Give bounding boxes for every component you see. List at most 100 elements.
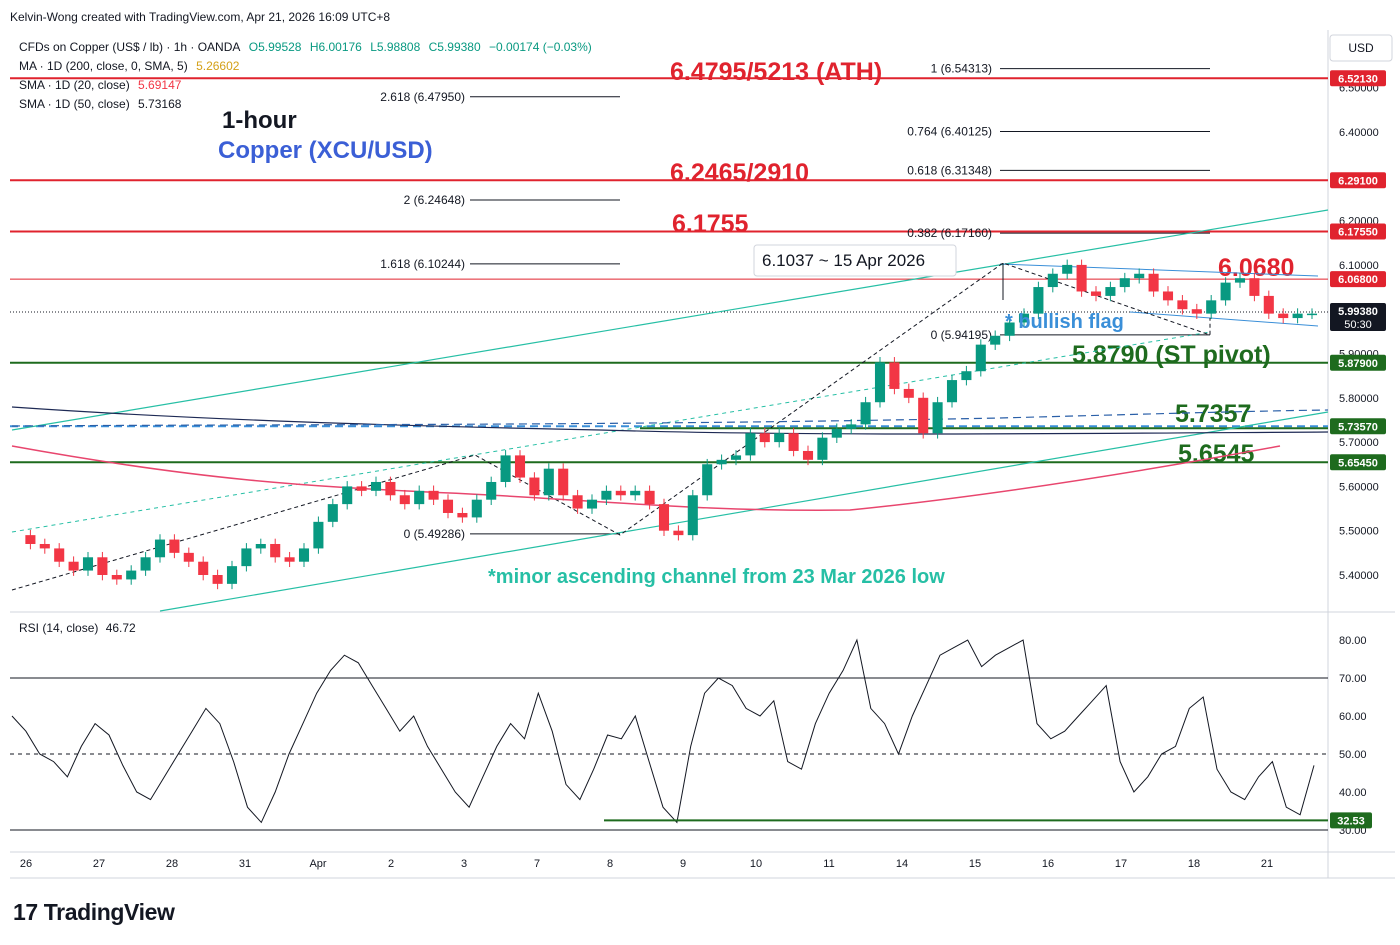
candle-body [327, 504, 338, 522]
countdown-tag: 50:30 [1344, 319, 1372, 331]
callout-box [753, 244, 957, 277]
candle-body [82, 557, 94, 571]
rsi-label: RSI (14, close) [19, 621, 99, 635]
flag-upper-line [999, 263, 1319, 277]
fib-label: 0 (5.49286) [404, 527, 465, 541]
candle-body [140, 557, 151, 571]
price-level-label: 5.7357 [1175, 400, 1251, 428]
fib-label: 2 (6.24648) [404, 193, 465, 207]
tradingview-mark-icon: 17 [13, 899, 38, 925]
candle-body [1004, 322, 1015, 336]
candle-body [687, 495, 698, 536]
candle-body [54, 548, 65, 562]
candle-body [860, 402, 871, 425]
legend-sma50-value: 5.73168 [138, 97, 182, 111]
candle-body [111, 575, 122, 580]
fib-label: 0.382 (6.17160) [907, 226, 992, 240]
price-level-label: 6.1755 [672, 210, 749, 238]
price-tag-bg [1330, 223, 1386, 240]
fib-label: 0.618 (6.31348) [907, 163, 992, 177]
candle-body [889, 362, 900, 389]
candle-body [25, 535, 36, 544]
price-tag-text: 5.73570 [1338, 421, 1378, 433]
price-tag-text: 5.65450 [1338, 457, 1378, 469]
candle-body [903, 388, 914, 398]
candle-body [788, 433, 799, 451]
candle-body [1206, 300, 1217, 314]
candle-body [774, 433, 785, 443]
legend-sma50-row[interactable]: SMA · 1D (50, close) 5.73168 [19, 95, 597, 114]
price-tick-label: 5.40000 [1339, 570, 1379, 582]
time-tick-label: 17 [1115, 858, 1127, 870]
candle-body [1220, 282, 1231, 301]
time-tick-label: 31 [239, 858, 251, 870]
candle-body [457, 512, 468, 518]
price-level-label: 5.8790 (ST pivot) [1072, 341, 1271, 369]
time-tick-label: 8 [607, 858, 613, 870]
candle-body [601, 490, 612, 500]
candle-body [1191, 309, 1202, 314]
candle-body [918, 397, 929, 434]
candle-body [874, 362, 886, 403]
candle-body [745, 433, 756, 456]
candle-body [644, 490, 655, 505]
price-tag-text: 6.52130 [1338, 73, 1378, 85]
candle-body [558, 468, 569, 496]
candle-body [471, 499, 482, 518]
tradingview-brand: TradingView [43, 899, 175, 925]
price-tag-text: 6.17550 [1338, 226, 1378, 238]
candle-body [1292, 313, 1303, 319]
candle-body [759, 433, 770, 443]
candle-body [702, 464, 713, 496]
time-tick-label: 10 [750, 858, 762, 870]
candle-body [183, 552, 194, 562]
time-tick-label: 21 [1261, 858, 1273, 870]
price-tag-text: 5.87900 [1338, 358, 1378, 370]
candle-body [428, 490, 439, 500]
fib-label: 0.764 (6.40125) [907, 124, 992, 138]
legend-sma20-row[interactable]: SMA · 1D (20, close) 5.69147 [19, 76, 597, 95]
time-tick-label: Apr [309, 858, 326, 870]
candle-body [1162, 291, 1174, 301]
candle-body [370, 481, 382, 491]
candle-body [97, 557, 108, 575]
legend-ma-row[interactable]: MA · 1D (200, close, 0, SMA, 5) 5.26602 [19, 57, 597, 76]
time-tick-label: 9 [680, 858, 686, 870]
candle-series [25, 259, 1318, 590]
rsi-legend[interactable]: RSI (14, close) 46.72 [19, 621, 136, 635]
candle-body [226, 566, 238, 584]
candle-body [630, 490, 641, 496]
price-tag-text: 6.29100 [1338, 175, 1378, 187]
candle-body [356, 486, 367, 491]
channel-note-label: *minor ascending channel from 23 Mar 202… [488, 566, 945, 588]
candle-body [1033, 287, 1044, 314]
candle-body [990, 335, 1001, 345]
candle-body [154, 539, 166, 558]
legend-symbol[interactable]: CFDs on Copper (US$ / lb) · 1h · OANDA [19, 40, 241, 54]
channel-upper-line [11, 209, 1329, 431]
callout-text: 6.1037 ~ 15 Apr 2026 [762, 251, 925, 270]
time-tick-label: 15 [969, 858, 981, 870]
bullish-flag-label: * bullish flag [1005, 311, 1124, 333]
sma-50-line [11, 406, 1329, 435]
candle-body [198, 561, 209, 575]
candle-body [1119, 278, 1130, 288]
legend-sma50-label: SMA · 1D (50, close) [19, 97, 130, 111]
tradingview-logo[interactable]: 17 TradingView [13, 899, 175, 926]
fib-label: 1.618 (6.10244) [380, 257, 465, 271]
legend-ma-value: 5.26602 [196, 59, 240, 73]
fib-label: 0 (5.94195) [931, 328, 992, 342]
candle-body [673, 530, 684, 536]
candle-body [1018, 313, 1030, 323]
fib-label: 1 (6.54313) [931, 62, 992, 76]
last-price-tag-bg [1330, 302, 1386, 331]
currency-selector[interactable]: USD [1348, 41, 1374, 55]
candle-body [1177, 300, 1188, 310]
time-tick-label: 7 [534, 858, 540, 870]
candle-body [255, 543, 266, 549]
price-level-label: 6.2465/2910 [670, 159, 809, 187]
rsi-tick-label: 40.00 [1339, 787, 1367, 799]
candle-body [385, 481, 396, 496]
time-tick-label: 16 [1042, 858, 1054, 870]
